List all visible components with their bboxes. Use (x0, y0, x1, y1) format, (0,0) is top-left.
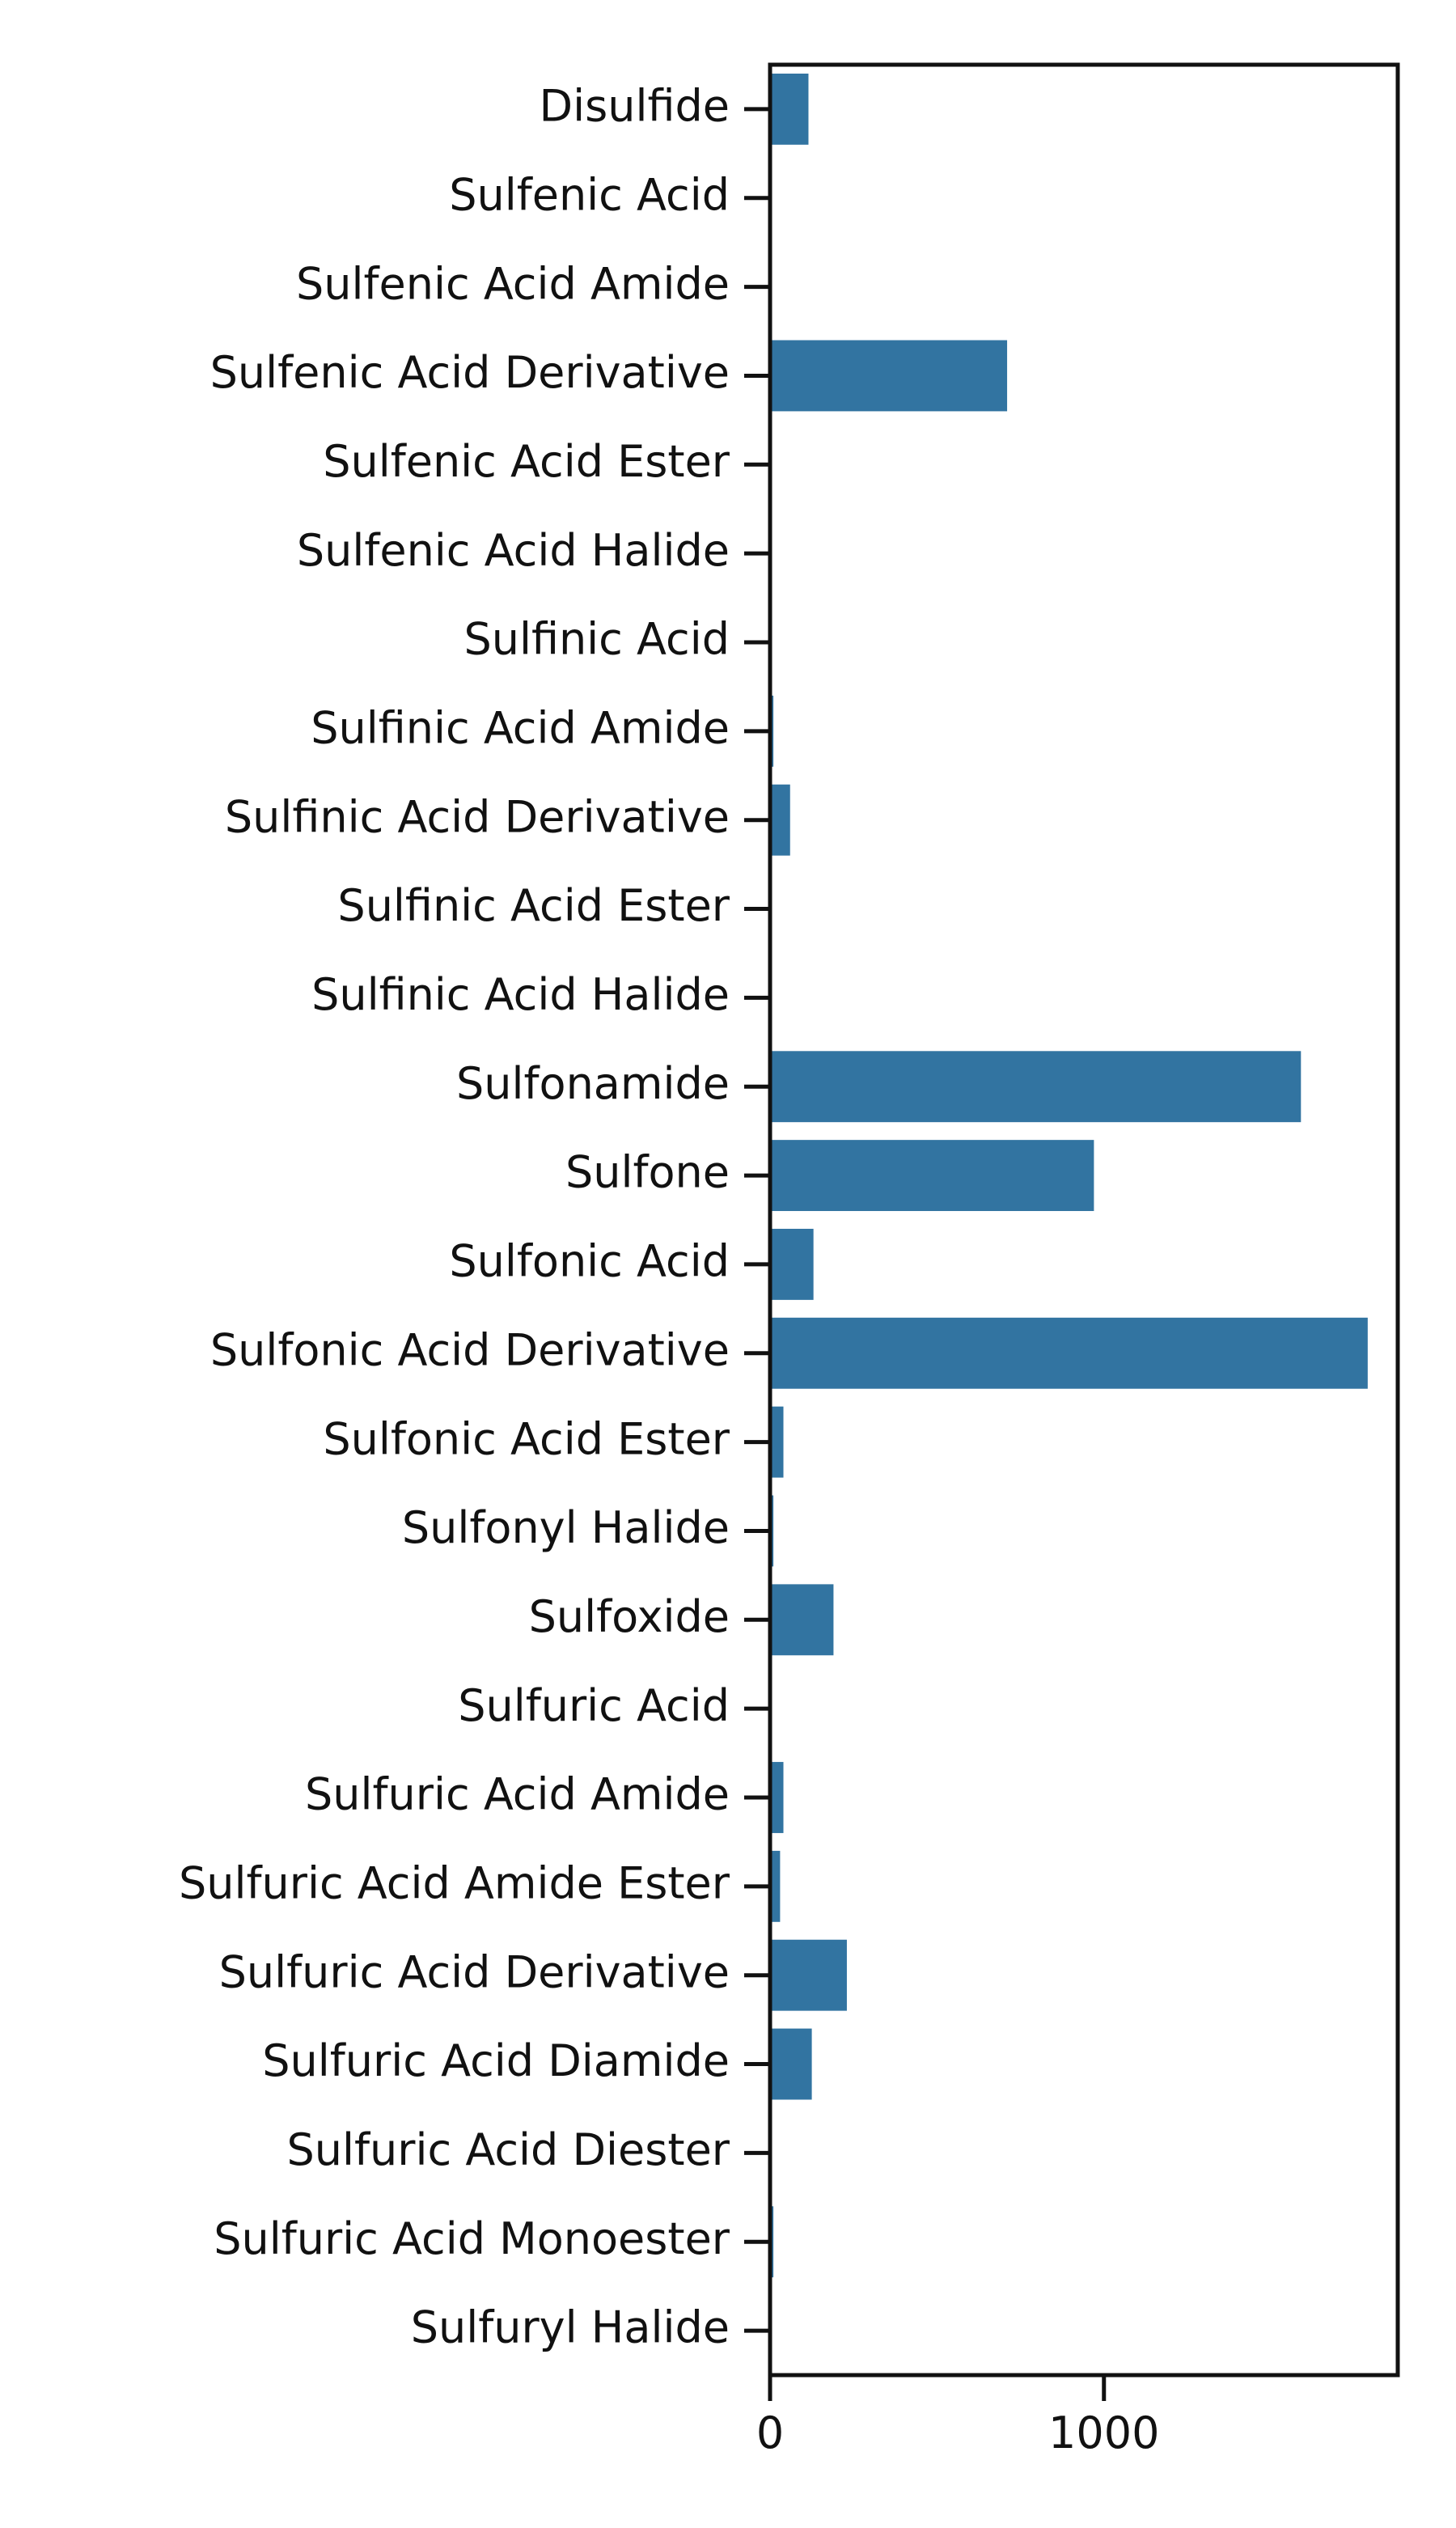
bar-sulfone (770, 1140, 1094, 1212)
bar-sulfuric-acid-amide-ester (770, 1850, 781, 1922)
y-tick-label-sulfinic-acid-halide: Sulfinic Acid Halide (311, 969, 730, 1020)
x-tick-label-0: 0 (756, 2407, 784, 2458)
bar-sulfonic-acid-derivative (770, 1317, 1368, 1389)
y-tick-label-sulfonic-acid-ester: Sulfonic Acid Ester (323, 1413, 730, 1464)
y-tick-label-sulfinic-acid: Sulfinic Acid (463, 614, 730, 665)
y-tick-label-sulfuric-acid-amide: Sulfuric Acid Amide (305, 1769, 730, 1820)
y-tick-label-sulfone: Sulfone (565, 1147, 730, 1198)
y-tick-label-sulfenic-acid: Sulfenic Acid (449, 169, 730, 220)
y-tick-label-disulfide: Disulfide (540, 81, 730, 132)
bar-sulfonic-acid-ester (770, 1406, 784, 1478)
bar-sulfoxide (770, 1584, 834, 1656)
y-tick-label-sulfoxide: Sulfoxide (529, 1591, 730, 1642)
y-tick-label-sulfinic-acid-derivative: Sulfinic Acid Derivative (225, 791, 730, 842)
bars-group (770, 73, 1368, 2278)
y-tick-label-sulfuric-acid-monoester: Sulfuric Acid Monoester (214, 2213, 730, 2264)
bar-disulfide (770, 73, 809, 145)
y-tick-label-sulfinic-acid-ester: Sulfinic Acid Ester (337, 880, 730, 931)
bar-sulfuric-acid-amide (770, 1762, 784, 1833)
y-axis-ticks: Disulfide Sulfenic Acid Sulfenic Acid Amid… (179, 81, 770, 2353)
bar-sulfonamide (770, 1051, 1302, 1123)
x-tick-label-1000: 1000 (1048, 2407, 1159, 2458)
bar-sulfinic-acid-derivative (770, 784, 790, 856)
y-tick-label-sulfenic-acid-amide: Sulfenic Acid Amide (296, 258, 730, 309)
y-tick-label-sulfuryl-halide: Sulfuryl Halide (411, 2302, 730, 2353)
bar-sulfenic-acid-derivative (770, 340, 1008, 412)
bar-sulfuric-acid-diamide (770, 2028, 812, 2100)
y-tick-label-sulfuric-acid-derivative: Sulfuric Acid Derivative (219, 1946, 730, 1997)
y-tick-label-sulfenic-acid-halide: Sulfenic Acid Halide (297, 525, 730, 576)
y-tick-label-sulfuric-acid: Sulfuric Acid (458, 1680, 730, 1731)
y-tick-label-sulfuric-acid-diester: Sulfuric Acid Diester (287, 2124, 730, 2175)
y-tick-label-sulfonamide: Sulfonamide (456, 1058, 730, 1109)
y-tick-label-sulfonyl-halide: Sulfonyl Halide (402, 1502, 730, 1553)
plot-frame (768, 62, 1400, 2378)
y-tick-label-sulfenic-acid-derivative: Sulfenic Acid Derivative (210, 347, 730, 398)
y-tick-label-sulfonic-acid-derivative: Sulfonic Acid Derivative (210, 1324, 730, 1375)
bar-sulfonic-acid (770, 1228, 814, 1300)
y-tick-label-sulfenic-acid-ester: Sulfenic Acid Ester (323, 436, 730, 487)
y-tick-label-sulfonic-acid: Sulfonic Acid (449, 1236, 730, 1287)
x-axis-ticks: 0 1000 (756, 2375, 1159, 2458)
bar-sulfuric-acid-derivative (770, 1939, 847, 2011)
y-tick-label-sulfinic-acid-amide: Sulfinic Acid Amide (311, 702, 730, 753)
y-tick-label-sulfuric-acid-diamide: Sulfuric Acid Diamide (262, 2035, 730, 2086)
y-tick-label-sulfuric-acid-amide-ester: Sulfuric Acid Amide Ester (179, 1857, 730, 1908)
